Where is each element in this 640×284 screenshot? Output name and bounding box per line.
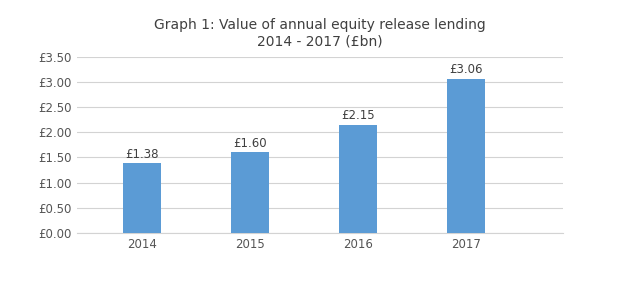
Bar [231,153,269,233]
Text: £2.15: £2.15 [341,109,374,122]
Text: £1.60: £1.60 [233,137,266,150]
Title: Graph 1: Value of annual equity release lending
2014 - 2017 (£bn): Graph 1: Value of annual equity release … [154,18,486,49]
Bar [123,164,161,233]
Bar [447,79,485,233]
Text: £1.38: £1.38 [125,148,159,161]
Bar [339,125,377,233]
Text: £3.06: £3.06 [449,63,483,76]
